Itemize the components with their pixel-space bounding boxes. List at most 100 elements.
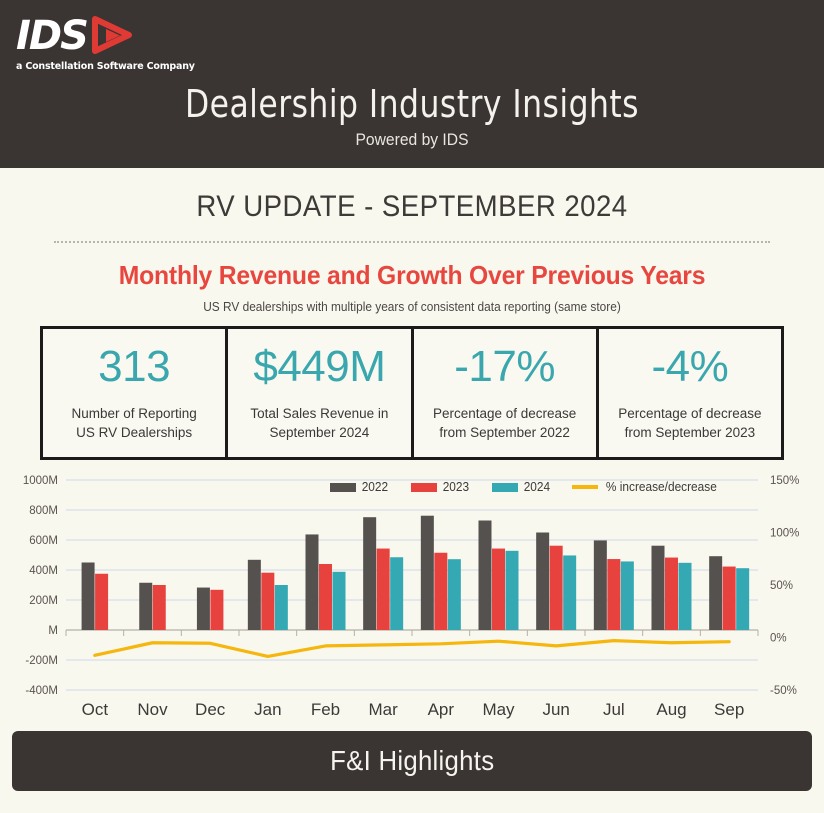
bar-2022-Jun — [536, 532, 550, 630]
x-axis-month-label: Jan — [254, 700, 281, 719]
bar-2022-Nov — [139, 582, 153, 630]
y-axis-tick-label: M — [48, 625, 58, 637]
y2-axis-tick-label: 150% — [770, 475, 799, 487]
kpi-value: -17% — [454, 342, 555, 391]
brand-logo: IDS a Constellation Software Company — [16, 14, 216, 72]
kpi-label-line1: Percentage of decrease — [432, 406, 577, 421]
bar-2022-Aug — [651, 545, 665, 630]
legend-label: 2024 — [523, 480, 550, 494]
kpi-value: $449M — [253, 342, 386, 391]
kpi-label-line2: from September 2022 — [439, 425, 570, 440]
y-axis-tick-label: -200M — [25, 655, 58, 667]
bar-2022-Apr — [420, 515, 434, 630]
kpi-value: -4% — [651, 342, 729, 391]
fi-highlights-banner: F&I Highlights — [12, 731, 812, 791]
bar-2023-Jun — [549, 545, 563, 630]
legend-swatch-2024 — [491, 482, 518, 492]
kpi-label-line2: US RV Dealerships — [76, 425, 193, 440]
x-axis-month-label: Jul — [603, 700, 625, 719]
x-axis-month-label: Mar — [369, 700, 399, 719]
x-axis-month-label: Dec — [195, 700, 226, 719]
bar-2022-Dec — [196, 587, 210, 630]
chart-canvas: 1000M 800M 600M 400M 200M M -200M -400M 150% 100%… — [23, 475, 800, 719]
bar-2023-Aug — [665, 557, 678, 630]
ids-play-triangle-logo-icon — [91, 16, 132, 54]
x-axis-month-label: Apr — [428, 700, 455, 719]
kpi-label: Percentage of decrease from September 20… — [618, 404, 761, 442]
x-axis-month-label: Jun — [542, 700, 569, 719]
bar-2022-Oct — [81, 562, 95, 630]
y-axis-tick-label: -400M — [25, 685, 58, 697]
x-axis-month-label: Nov — [137, 700, 168, 719]
logo-row: IDS — [16, 14, 216, 58]
y2-axis-tick-label: -50% — [770, 685, 797, 697]
bar-2023-Nov — [152, 585, 166, 630]
kpi-label-line1: Number of Reporting — [71, 406, 197, 421]
bar-2023-Jan — [261, 572, 275, 630]
legend-line-percent-change — [572, 485, 599, 489]
bar-2022-Feb — [305, 534, 319, 630]
bar-2024-Feb — [332, 571, 346, 630]
kpi-label-line2: from September 2023 — [624, 425, 756, 440]
bar-2023-Oct — [95, 573, 109, 630]
bar-2024-Sep — [736, 568, 750, 630]
bar-2022-Mar — [363, 517, 377, 630]
bar-2023-Feb — [319, 564, 332, 630]
bar-2023-Dec — [210, 589, 224, 630]
x-axis-month-label: Sep — [714, 700, 744, 719]
page-title: Dealership Industry Insights — [184, 82, 640, 126]
bar-2023-Sep — [722, 566, 736, 630]
kpi-strip: 313 Number of Reporting US RV Dealership… — [40, 326, 784, 460]
kpi-card-decrease-2023: -4% Percentage of decrease from Septembe… — [599, 329, 781, 457]
kpi-card-revenue: $449M Total Sales Revenue in September 2… — [228, 329, 414, 457]
bar-2022-May — [478, 520, 492, 630]
x-axis-month-label: Oct — [82, 700, 109, 719]
kpi-label: Total Sales Revenue in September 2024 — [250, 404, 388, 442]
y-axis-tick-label: 200M — [29, 595, 58, 607]
legend-swatch-2023 — [410, 482, 437, 492]
legend-label: % increase/decrease — [606, 480, 718, 494]
y2-axis-tick-label: 50% — [770, 580, 793, 592]
logo-tagline: a Constellation Software Company — [16, 61, 195, 72]
kpi-card-dealerships: 313 Number of Reporting US RV Dealership… — [43, 329, 229, 457]
bar-2024-Aug — [678, 562, 692, 630]
bar-2024-Jan — [274, 585, 288, 630]
x-axis-month-label: Aug — [656, 700, 686, 719]
y-axis-tick-label: 800M — [29, 505, 58, 517]
bar-2022-Jul — [593, 540, 607, 630]
y-axis-tick-label: 400M — [29, 565, 58, 577]
logo-wordmark: IDS — [16, 13, 89, 59]
legend-item-2022: 2022 — [330, 480, 389, 494]
bar-2024-Jul — [620, 561, 634, 630]
legend-label: 2022 — [361, 480, 389, 494]
bar-2024-May — [505, 550, 519, 630]
y-axis-tick-label: 600M — [29, 535, 58, 547]
legend-swatch-2022 — [330, 482, 356, 492]
bar-2024-Jun — [563, 555, 577, 630]
bar-2023-Apr — [434, 552, 448, 630]
page-header: IDS a Constellation Software Company Dea… — [0, 0, 824, 168]
kpi-label: Number of Reporting US RV Dealerships — [71, 404, 196, 442]
legend-item-percent-change: % increase/decrease — [572, 480, 720, 494]
kpi-label-line1: Total Sales Revenue in — [250, 406, 389, 421]
kpi-label-line2: September 2024 — [269, 425, 370, 440]
percent-change-line — [93, 639, 731, 658]
bar-2023-Mar — [376, 548, 390, 630]
x-axis-month-label: May — [482, 700, 515, 719]
bar-2024-Apr — [447, 559, 461, 630]
legend-item-2024: 2024 — [491, 480, 551, 494]
chart-caption: US RV dealerships with multiple years of… — [203, 300, 621, 314]
chart-legend: 2022 2023 2024 % increase/decrease — [330, 480, 720, 494]
kpi-card-decrease-2022: -17% Percentage of decrease from Septemb… — [414, 329, 599, 457]
page-subtitle: Powered by IDS — [355, 130, 469, 149]
y-axis-tick-label: 1000M — [23, 475, 58, 487]
y2-axis-tick-label: 100% — [770, 528, 799, 540]
kpi-value: 313 — [98, 342, 171, 391]
bar-2024-Mar — [390, 557, 404, 630]
bar-2022-Jan — [247, 559, 261, 630]
banner-text: F&I Highlights — [329, 745, 495, 776]
x-axis-month-label: Feb — [311, 700, 340, 719]
legend-label: 2023 — [442, 480, 469, 494]
section-title: RV UPDATE - SEPTEMBER 2024 — [196, 190, 628, 223]
